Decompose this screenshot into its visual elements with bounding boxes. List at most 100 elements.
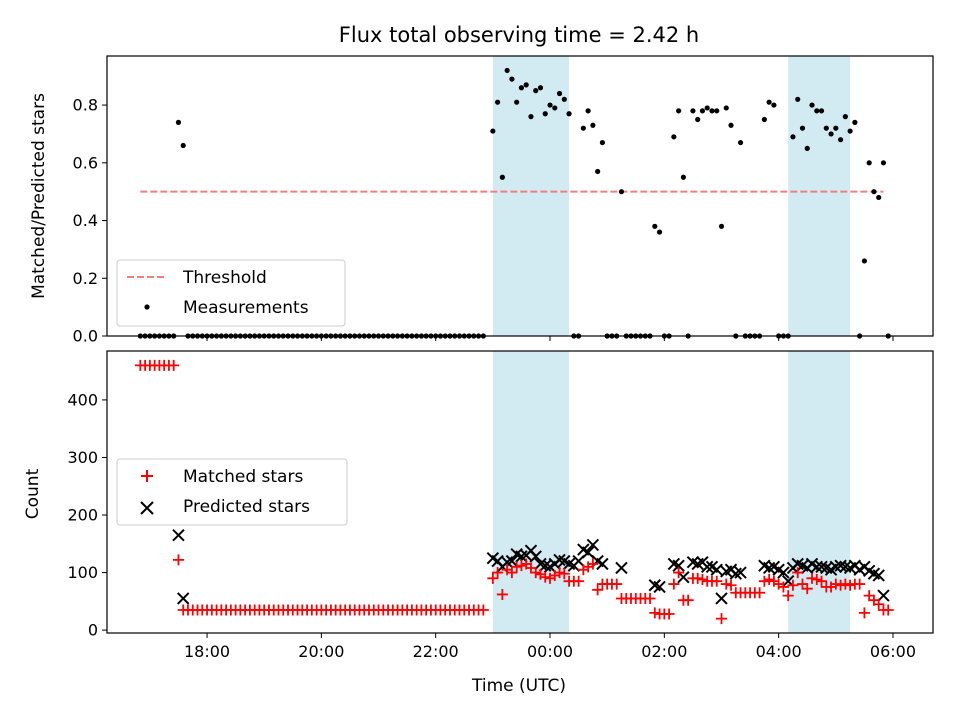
- matched-stars-point: [587, 558, 599, 570]
- predicted-stars-point: [701, 560, 714, 574]
- predicted-stars-point: [172, 528, 185, 542]
- matched-stars-point: [530, 567, 542, 579]
- predicted-stars-point: [710, 563, 723, 576]
- x-tick-label: 04:00: [756, 642, 802, 661]
- matched-stars-point: [644, 592, 656, 604]
- predicted-stars-point: [677, 570, 690, 584]
- measurement-point: [676, 108, 682, 114]
- matched-stars-point: [511, 561, 523, 573]
- matched-stars-point: [787, 579, 799, 591]
- measurement-point: [590, 122, 596, 128]
- measurement-point: [518, 85, 525, 91]
- matched-stars-point: [696, 573, 708, 585]
- y-tick-label: 0.0: [73, 327, 98, 346]
- measurement-point: [795, 96, 801, 102]
- matched-stars-point: [839, 578, 851, 590]
- top-panel: 0.00.20.40.60.8 Matched/Predicted stars …: [29, 55, 934, 346]
- legend-predicted-swatch: [140, 501, 154, 515]
- bottom-panel: 0 100 200 300 400 18:00 20:00 22:00 00:00 02:00 0…: [23, 350, 934, 696]
- measurement-point: [737, 139, 744, 146]
- measurement-point: [566, 111, 572, 117]
- matched-stars-point: [496, 588, 508, 600]
- measurement-point: [871, 189, 877, 195]
- matched-stars-point: [782, 590, 794, 602]
- measurement-point: [504, 67, 510, 74]
- top-y-axis-label: Matched/Predicted stars: [29, 93, 49, 299]
- matched-stars-point: [844, 579, 856, 591]
- predicted-stars-point: [596, 557, 609, 571]
- x-tick-label: 18:00: [184, 642, 230, 661]
- matched-stars-point: [558, 568, 570, 580]
- shaded-region: [788, 56, 851, 336]
- measurement-point: [814, 108, 820, 114]
- matched-stars-point: [754, 587, 766, 599]
- top-shaded-regions: [492, 56, 851, 336]
- predicted-stars-point: [653, 580, 666, 594]
- measurement-point: [499, 174, 505, 180]
- matched-stars-point: [811, 573, 823, 585]
- matched-stars-point: [611, 578, 623, 590]
- measurement-point: [876, 194, 882, 201]
- predicted-stars-point: [539, 559, 552, 572]
- predicted-stars-point: [553, 553, 566, 567]
- matched-stars-point: [863, 590, 875, 602]
- matched-stars-point: [763, 573, 775, 585]
- bottom-y-ticks: 0 100 200 300 400: [67, 390, 107, 640]
- y-tick-label: 0.2: [73, 269, 98, 288]
- matched-stars-point: [477, 604, 489, 616]
- measurement-point: [837, 137, 844, 143]
- y-tick-label: 200: [67, 506, 98, 525]
- matched-stars-point: [592, 584, 604, 596]
- matched-stars-point: [682, 594, 694, 606]
- measurement-point: [680, 174, 686, 180]
- measurement-point: [718, 223, 725, 229]
- top-x-ticks: [206, 336, 894, 341]
- measurement-point: [723, 105, 729, 111]
- measurement-point: [799, 125, 806, 131]
- matched-stars-point: [539, 571, 551, 583]
- measurement-point: [828, 131, 834, 137]
- measurement-point: [771, 102, 777, 108]
- measurement-point: [790, 134, 796, 140]
- predicted-stars-point: [777, 566, 790, 579]
- x-tick-label: 06:00: [870, 642, 916, 661]
- measurement-point: [861, 258, 868, 264]
- measurement-point: [695, 116, 701, 123]
- predicted-stars-point: [734, 566, 747, 579]
- predicted-stars-point: [762, 561, 776, 575]
- measurement-point: [542, 111, 548, 117]
- predicted-stars-point: [877, 589, 890, 602]
- measurement-point: [656, 229, 663, 235]
- matched-stars-point: [692, 572, 704, 584]
- matched-stars-point: [830, 578, 842, 590]
- matched-stars-point: [725, 579, 737, 591]
- measurement-point: [537, 85, 544, 91]
- measurement-point: [490, 128, 496, 134]
- bottom-legend: Matched stars Predicted stars: [116, 458, 348, 526]
- predicted-stars-point: [829, 560, 843, 574]
- counts-layer: [134, 359, 894, 625]
- x-axis-label: Time (UTC): [471, 676, 566, 696]
- measurement-point: [652, 223, 658, 229]
- predicted-stars-point: [177, 592, 190, 605]
- matched-stars-point: [758, 575, 770, 587]
- legend-threshold-label: Threshold: [182, 268, 267, 288]
- matched-stars-point: [854, 578, 866, 590]
- measurement-point: [847, 128, 853, 134]
- legend-predicted-label: Predicted stars: [183, 497, 310, 517]
- top-legend-box: [116, 259, 346, 327]
- matched-stars-point: [806, 572, 818, 584]
- measurement-point: [709, 108, 715, 114]
- matched-stars-point: [554, 567, 566, 579]
- predicted-stars-point: [615, 561, 628, 575]
- matched-stars-point: [506, 567, 518, 579]
- measurement-point: [880, 160, 887, 166]
- predicted-stars-point: [872, 569, 885, 582]
- y-tick-label: 100: [67, 563, 98, 582]
- matched-stars-point: [777, 581, 789, 593]
- matched-stars-point: [525, 562, 537, 574]
- matched-stars-point: [882, 604, 894, 616]
- chart-title: Flux total observing time = 2.42 h: [339, 23, 699, 47]
- y-tick-label: 300: [67, 448, 98, 467]
- y-tick-label: 0.8: [73, 96, 98, 115]
